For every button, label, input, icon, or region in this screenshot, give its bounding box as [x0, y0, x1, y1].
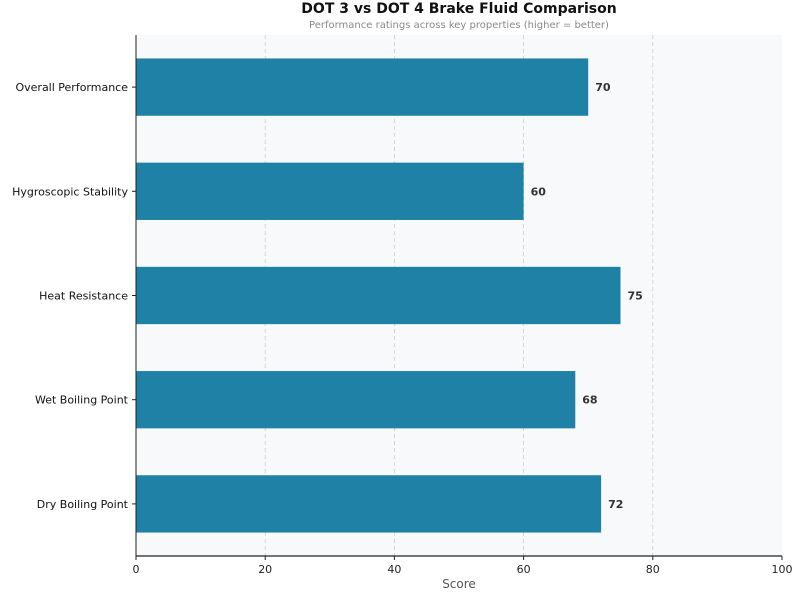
y-tick-label: Hygroscopic Stability: [12, 185, 128, 198]
bar-hygroscopic-stability: [136, 162, 524, 220]
bar-wet-boiling-point: [136, 371, 576, 429]
bar-overall-performance: [136, 58, 589, 116]
x-axis-label: Score: [442, 577, 476, 591]
chart-subtitle: Performance ratings across key propertie…: [309, 20, 609, 31]
x-tick-label: 20: [258, 563, 272, 576]
y-tick-label: Wet Boiling Point: [35, 394, 129, 407]
x-tick-label: 0: [133, 563, 140, 576]
y-tick-label: Dry Boiling Point: [37, 498, 129, 511]
data-label: 72: [608, 498, 623, 511]
data-label: 60: [531, 185, 547, 198]
data-label: 75: [628, 290, 643, 303]
x-tick-label: 80: [646, 563, 660, 576]
data-label: 70: [595, 81, 611, 94]
chart-title: DOT 3 vs DOT 4 Brake Fluid Comparison: [301, 1, 617, 17]
y-tick-label: Overall Performance: [15, 81, 128, 94]
x-tick-label: 100: [772, 563, 793, 576]
x-tick-label: 40: [387, 563, 401, 576]
data-label: 68: [582, 394, 597, 407]
bar-heat-resistance: [136, 266, 621, 325]
x-tick-label: 60: [517, 563, 531, 576]
bar-dry-boiling-point: [136, 475, 602, 533]
y-tick-label: Heat Resistance: [39, 290, 128, 303]
